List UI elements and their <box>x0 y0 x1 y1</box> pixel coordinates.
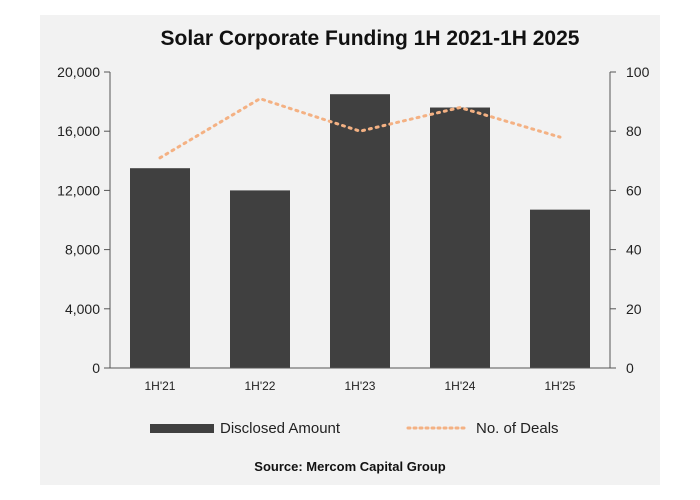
legend-label-no-of-deals: No. of Deals <box>476 420 559 437</box>
x-axis-ticks: 1H'21 1H'22 1H'23 1H'24 1H'25 <box>145 379 576 393</box>
legend-swatch-disclosed-amount <box>150 424 214 433</box>
x-axis-tick-label: 1H'24 <box>445 379 476 393</box>
left-axis: 0 4,000 8,000 12,000 16,000 20,000 <box>57 64 111 376</box>
right-axis-tick-label: 100 <box>626 64 650 80</box>
chart-svg: Solar Corporate Funding 1H 2021-1H 2025 … <box>57 27 650 474</box>
right-axis-tick-label: 40 <box>626 242 642 258</box>
right-axis-tick-label: 0 <box>626 360 634 376</box>
x-axis-tick-label: 1H'25 <box>545 379 576 393</box>
chart-title: Solar Corporate Funding 1H 2021-1H 2025 <box>161 27 580 50</box>
left-axis-tick-label: 16,000 <box>57 123 100 139</box>
line-series <box>158 97 562 160</box>
bar-series <box>110 94 610 369</box>
left-axis-tick-label: 0 <box>92 360 100 376</box>
bar-disclosed-amount <box>130 168 190 368</box>
x-axis-tick-label: 1H'21 <box>145 379 176 393</box>
x-axis-tick-label: 1H'22 <box>245 379 276 393</box>
bar-disclosed-amount <box>230 190 290 368</box>
line-no-of-deals <box>158 97 562 160</box>
left-axis-tick-label: 4,000 <box>65 301 100 317</box>
source-note: Source: Mercom Capital Group <box>254 459 445 474</box>
right-axis-tick-label: 60 <box>626 182 642 198</box>
bar-disclosed-amount <box>430 107 490 369</box>
right-axis: 0 20 40 60 80 100 <box>609 64 650 376</box>
left-axis-tick-label: 8,000 <box>65 242 100 258</box>
right-axis-tick-label: 80 <box>626 123 642 139</box>
bar-disclosed-amount <box>330 94 390 368</box>
bar-disclosed-amount <box>530 209 590 368</box>
left-axis-tick-label: 20,000 <box>57 64 100 80</box>
chart-panel: Solar Corporate Funding 1H 2021-1H 2025 … <box>40 15 660 485</box>
legend: Disclosed Amount No. of Deals <box>150 420 559 437</box>
x-axis-tick-label: 1H'23 <box>345 379 376 393</box>
left-axis-tick-label: 12,000 <box>57 182 100 198</box>
right-axis-tick-label: 20 <box>626 301 642 317</box>
legend-label-disclosed-amount: Disclosed Amount <box>220 420 341 437</box>
